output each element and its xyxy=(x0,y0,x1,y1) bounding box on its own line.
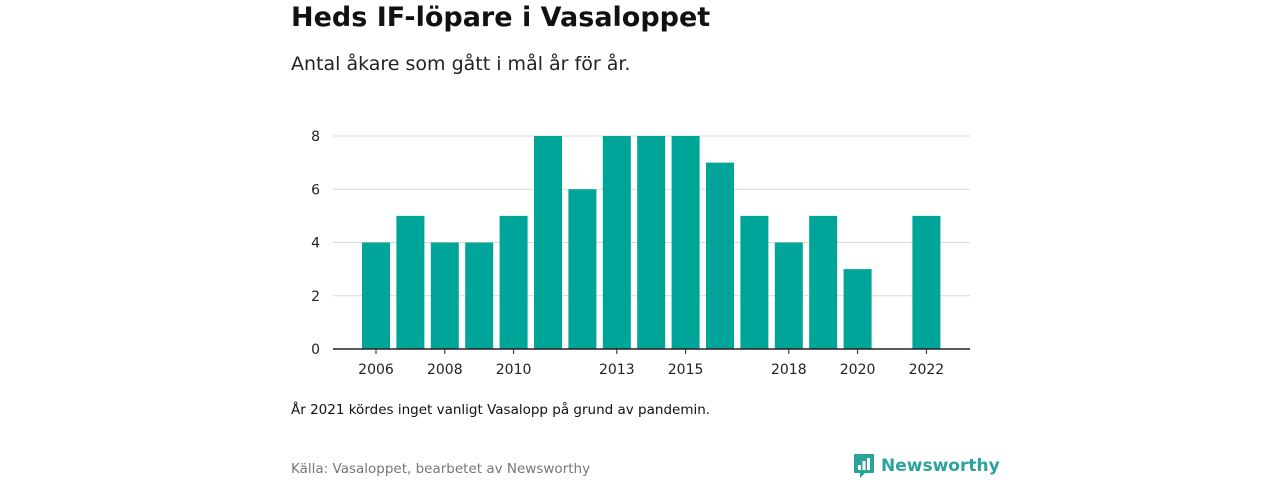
bar xyxy=(740,215,769,349)
y-tick-label: 2 xyxy=(311,289,320,305)
x-tick-label: 2020 xyxy=(840,362,876,378)
x-tick-label: 2013 xyxy=(599,362,635,378)
bar xyxy=(602,136,631,349)
x-tick-label: 2010 xyxy=(496,362,532,378)
bar xyxy=(706,162,734,349)
bar xyxy=(774,242,803,349)
bar xyxy=(843,269,872,349)
bar xyxy=(396,215,425,349)
x-tick-label: 2018 xyxy=(771,362,807,378)
chart-note: År 2021 kördes inget vanligt Vasalopp på… xyxy=(291,402,711,418)
x-tick-label: 2022 xyxy=(909,362,945,378)
bar xyxy=(465,242,494,349)
brand-logo: Newsworthy xyxy=(853,453,1000,479)
bar xyxy=(568,189,597,349)
brand-name: Newsworthy xyxy=(881,456,1000,476)
x-tick-label: 2008 xyxy=(427,362,463,378)
y-tick-label: 6 xyxy=(311,182,320,198)
bar xyxy=(671,136,700,349)
bar xyxy=(637,136,666,349)
y-tick-label: 0 xyxy=(311,342,320,358)
x-tick-label: 2006 xyxy=(358,362,394,378)
y-tick-label: 4 xyxy=(311,236,320,252)
bar xyxy=(809,215,838,349)
bar xyxy=(430,242,459,349)
bar xyxy=(912,215,941,349)
chart-title: Heds IF-löpare i Vasaloppet xyxy=(291,2,711,33)
x-tick-label: 2015 xyxy=(668,362,704,378)
bar xyxy=(534,136,562,349)
newsworthy-logo-icon xyxy=(854,454,874,478)
y-tick-label: 8 xyxy=(311,129,320,145)
bar xyxy=(499,215,528,349)
bar xyxy=(362,242,390,349)
chart-subtitle: Antal åkare som gått i mål år för år. xyxy=(291,53,631,75)
source-text: Källa: Vasaloppet, bearbetet av Newswort… xyxy=(291,461,591,477)
